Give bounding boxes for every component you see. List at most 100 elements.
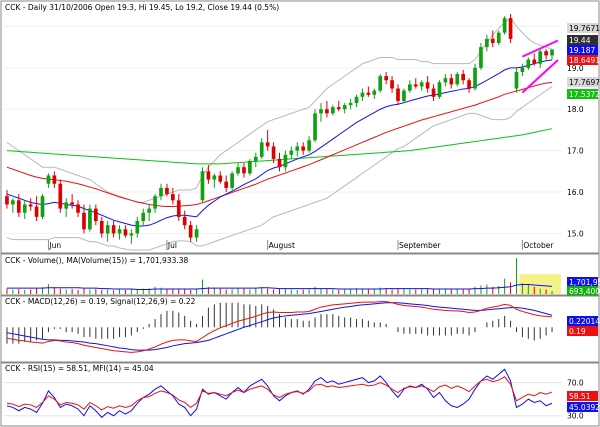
candle xyxy=(277,152,282,172)
price-y-tick-label: 19.0 xyxy=(567,64,584,73)
ma-mid-line xyxy=(6,81,553,208)
candle-body xyxy=(224,181,229,188)
candle-body xyxy=(502,18,507,33)
candle-body xyxy=(455,74,460,85)
candle-body xyxy=(301,146,306,151)
candle-body xyxy=(28,204,33,207)
candle xyxy=(437,80,442,99)
candle-body xyxy=(348,103,353,106)
candle xyxy=(396,84,400,106)
candle xyxy=(384,71,388,85)
candle xyxy=(16,194,21,217)
candle-body xyxy=(473,67,477,89)
mfi-value-tag: 45.0392 xyxy=(567,402,600,412)
candle-body xyxy=(111,225,116,234)
candle-body xyxy=(366,92,371,95)
candle-body xyxy=(479,47,483,68)
candle xyxy=(40,194,45,219)
svg-text:1,701,95: 1,701,95 xyxy=(569,278,600,287)
candle xyxy=(141,208,146,226)
candle-body xyxy=(496,32,501,43)
price-x-tick-label: October xyxy=(523,241,554,250)
candle xyxy=(461,69,465,85)
candle-body xyxy=(485,38,489,48)
candle xyxy=(259,138,264,159)
candle-body xyxy=(538,51,543,64)
candle-body xyxy=(230,173,234,188)
candle-body xyxy=(283,154,288,168)
candle-body xyxy=(129,233,134,236)
candle xyxy=(123,225,128,238)
candle xyxy=(52,171,57,188)
macd-panel-frame xyxy=(0,295,600,363)
trend-lower-line xyxy=(521,59,559,94)
candle-body xyxy=(141,212,146,222)
candle xyxy=(117,225,122,240)
candle xyxy=(330,105,335,116)
svg-text:693,400: 693,400 xyxy=(569,287,600,296)
candle-body xyxy=(5,196,9,205)
price-tag: 19.44 xyxy=(567,35,598,45)
candle-body xyxy=(408,84,412,91)
candle xyxy=(212,173,217,188)
price-candles xyxy=(5,14,554,244)
volume-highlight-box xyxy=(519,274,561,294)
candle-body xyxy=(236,167,240,174)
candle-body xyxy=(443,78,448,83)
price-panel-title: CCK - Daily 31/10/2006 Open 19.3, Hi 19.… xyxy=(5,3,279,12)
candle xyxy=(342,103,347,114)
candle xyxy=(253,152,258,168)
candle-body xyxy=(396,88,400,101)
macd-lines xyxy=(6,301,553,353)
candle xyxy=(171,187,175,205)
candle-body xyxy=(64,202,69,209)
macd-tags: 0.2201460.19 xyxy=(567,316,600,336)
candle-body xyxy=(123,229,128,236)
candle xyxy=(165,183,169,197)
candle xyxy=(508,14,513,43)
candle-body xyxy=(431,88,436,97)
price-tag: 19.7671 xyxy=(567,23,600,33)
candle xyxy=(366,86,371,97)
macd-signal-tag: 0.220146 xyxy=(567,316,600,326)
candle-body xyxy=(532,59,537,64)
candle-body xyxy=(514,71,519,89)
candle-body xyxy=(153,196,157,209)
candle xyxy=(224,175,229,193)
price-gridlines xyxy=(4,25,562,234)
price-x-tick-label: August xyxy=(269,241,295,250)
svg-text:45.0392: 45.0392 xyxy=(569,403,600,412)
candle-body xyxy=(22,204,27,213)
candle xyxy=(105,221,110,242)
volume-ma-tag: 1,701,95 xyxy=(567,277,600,287)
candle xyxy=(372,88,377,99)
candle xyxy=(129,229,134,244)
candle xyxy=(176,194,181,222)
candle-body xyxy=(544,51,548,56)
candle-body xyxy=(58,183,63,209)
candle-body xyxy=(342,105,347,110)
candle-body xyxy=(248,160,252,174)
candle xyxy=(544,49,548,60)
candle xyxy=(532,53,537,66)
candle-body xyxy=(360,92,365,97)
candle-body xyxy=(319,109,323,114)
candle xyxy=(111,221,116,238)
rsi-y-tick-label: 30.0 xyxy=(567,412,584,421)
candle-body xyxy=(105,225,110,234)
price-tag: 17.5372 xyxy=(567,89,600,99)
candle-body xyxy=(40,196,45,217)
trend-channel xyxy=(521,39,559,94)
candle-body xyxy=(330,107,335,114)
macd-value-tag: 0.19 xyxy=(567,326,598,336)
candle xyxy=(402,88,406,104)
candle xyxy=(520,63,525,77)
candle xyxy=(99,216,104,238)
candle xyxy=(419,80,424,91)
signal-line xyxy=(6,302,553,351)
volume-value-tag: 693,400 xyxy=(567,286,600,296)
bollinger-upper-line xyxy=(6,17,553,203)
rsi-gridlines xyxy=(4,382,562,417)
